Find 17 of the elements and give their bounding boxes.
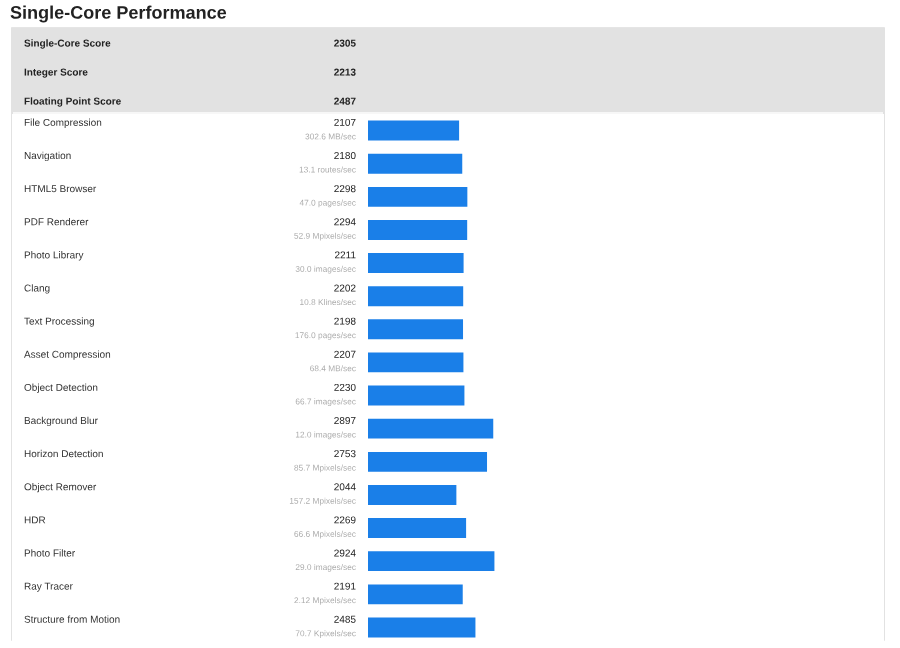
bar (368, 518, 467, 538)
bar (368, 617, 476, 638)
bar (368, 385, 465, 406)
bar (368, 286, 464, 307)
bar (368, 352, 464, 373)
bar (368, 220, 468, 240)
bar (368, 551, 495, 572)
bar (368, 418, 494, 439)
bar (368, 584, 463, 605)
bar (368, 451, 488, 472)
bar (368, 485, 457, 505)
bar (368, 186, 468, 207)
bar (368, 253, 464, 273)
bar (368, 153, 463, 174)
text: Single-Core Performance (10, 5, 227, 23)
bar (368, 120, 460, 141)
bar (368, 319, 464, 340)
